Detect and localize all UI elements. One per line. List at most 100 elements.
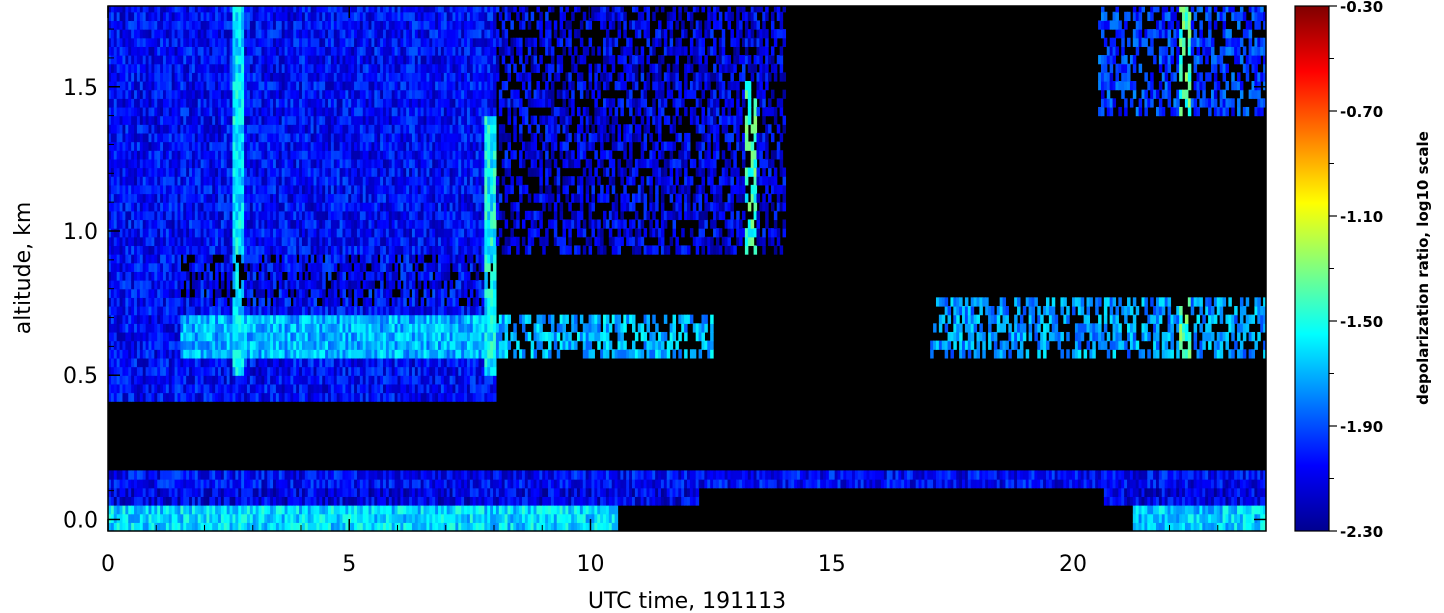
heatmap-cell: [264, 176, 268, 186]
heatmap-cell: [252, 297, 257, 307]
heatmap-cell: [290, 176, 294, 186]
heatmap-cell: [183, 254, 187, 264]
heatmap-cell: [345, 513, 349, 523]
heatmap-cell: [246, 29, 251, 39]
heatmap-cell: [177, 141, 181, 151]
heatmap-cell: [215, 132, 219, 143]
heatmap-cell: [255, 314, 260, 324]
heatmap-cell: [368, 124, 373, 134]
heatmap-cell: [203, 496, 208, 506]
heatmap-cell: [157, 46, 161, 56]
heatmap-cell: [310, 228, 315, 238]
heatmap-cell: [273, 280, 277, 290]
heatmap-cell: [223, 11, 228, 22]
heatmap-cell: [365, 383, 370, 394]
heatmap-cell: [165, 254, 170, 264]
heatmap-cell: [328, 184, 332, 195]
heatmap-cell: [165, 496, 170, 506]
heatmap-cell: [154, 210, 158, 221]
heatmap-cell: [209, 366, 213, 376]
heatmap-cell: [148, 89, 153, 99]
heatmap-cell: [301, 306, 306, 316]
heatmap-cell: [142, 331, 147, 342]
heatmap-cell: [180, 106, 184, 117]
heatmap-cell: [255, 81, 260, 91]
heatmap-cell: [131, 11, 135, 22]
heatmap-cell: [168, 392, 173, 402]
heatmap-cell: [264, 63, 268, 73]
heatmap-cell: [342, 46, 346, 56]
heatmap-cell: [264, 392, 268, 402]
heatmap-cell: [171, 262, 176, 272]
heatmap-cell: [113, 297, 118, 307]
heatmap-cell: [328, 11, 332, 22]
heatmap-cell: [215, 46, 219, 56]
heatmap-cell: [128, 72, 132, 82]
heatmap-cell: [255, 340, 260, 350]
heatmap-cell: [174, 254, 179, 264]
heatmap-cell: [273, 37, 277, 47]
heatmap-cell: [270, 202, 274, 212]
heatmap-cell: [218, 392, 222, 402]
heatmap-cell: [345, 202, 349, 212]
heatmap-cell: [134, 357, 138, 368]
heatmap-cell: [160, 323, 164, 333]
heatmap-cell: [197, 323, 202, 333]
heatmap-cell: [220, 470, 225, 480]
heatmap-cell: [348, 167, 352, 177]
heatmap-cell: [359, 124, 364, 134]
heatmap-cell: [267, 323, 271, 333]
heatmap-cell: [116, 63, 121, 73]
heatmap-cell: [359, 306, 364, 316]
heatmap-cell: [154, 366, 158, 376]
heatmap-cell: [191, 29, 196, 39]
heatmap-cell: [304, 297, 309, 307]
heatmap-cell: [342, 236, 346, 247]
heatmap-cell: [139, 6, 144, 13]
heatmap-cell: [165, 150, 170, 160]
heatmap-cell: [304, 288, 309, 298]
heatmap-cell: [264, 271, 268, 281]
heatmap-cell: [339, 340, 344, 350]
heatmap-cell: [163, 81, 167, 91]
heatmap-cell: [351, 479, 355, 489]
heatmap-cell: [139, 98, 144, 108]
heatmap-cell: [319, 176, 323, 186]
heatmap-cell: [189, 29, 193, 39]
heatmap-cell: [125, 98, 129, 108]
heatmap-cell: [293, 245, 297, 255]
heatmap-cell: [148, 340, 153, 350]
heatmap-cell: [301, 340, 306, 350]
heatmap-cell: [131, 262, 135, 272]
heatmap-cell: [365, 184, 370, 195]
heatmap-cell: [218, 89, 222, 99]
heatmap-cell: [356, 496, 361, 506]
heatmap-cell: [229, 470, 234, 480]
heatmap-cell: [229, 167, 234, 177]
heatmap-cell: [229, 505, 234, 515]
heatmap-cell: [270, 479, 274, 489]
heatmap-cell: [258, 280, 263, 290]
heatmap-cell: [226, 46, 231, 56]
heatmap-cell: [113, 89, 118, 99]
heatmap-cell: [163, 124, 167, 134]
heatmap-cell: [354, 106, 358, 117]
heatmap-cell: [160, 487, 164, 497]
heatmap-cell: [365, 228, 370, 238]
heatmap-cell: [377, 37, 381, 47]
heatmap-cell: [293, 46, 297, 56]
heatmap-cell: [203, 340, 208, 350]
heatmap-cell: [148, 236, 153, 247]
heatmap-cell: [206, 141, 210, 151]
heatmap-cell: [362, 236, 367, 247]
heatmap-cell: [368, 297, 373, 307]
heatmap-cell: [244, 150, 248, 160]
heatmap-cell: [322, 314, 326, 324]
heatmap-cell: [244, 314, 248, 324]
heatmap-cell: [267, 513, 271, 523]
heatmap-cell: [206, 228, 210, 238]
heatmap-cell: [249, 236, 254, 247]
heatmap-cell: [189, 176, 193, 186]
heatmap-cell: [275, 132, 280, 143]
heatmap-cell: [142, 89, 147, 99]
